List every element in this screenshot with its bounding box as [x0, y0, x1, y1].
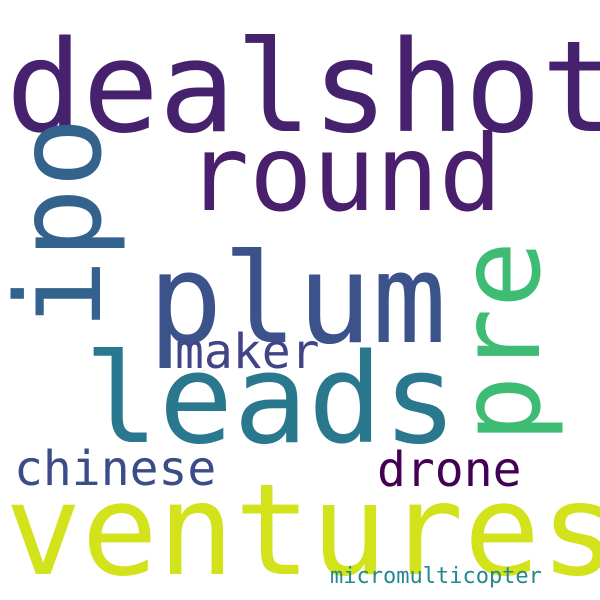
word-drone: drone [377, 442, 522, 498]
word-maker: maker [175, 324, 320, 380]
word-plum: plum [148, 228, 447, 372]
word-dealshot: dealshot [6, 13, 600, 161]
word-round: round [186, 113, 503, 235]
word-micromulticopter: micromulticopter [330, 564, 542, 589]
word-ipo: ipo [0, 116, 128, 330]
word-leads: leads [84, 328, 458, 472]
word-ventures: ventures [5, 456, 600, 600]
word-chinese: chinese [14, 441, 217, 497]
word-pre: pre [436, 240, 566, 443]
